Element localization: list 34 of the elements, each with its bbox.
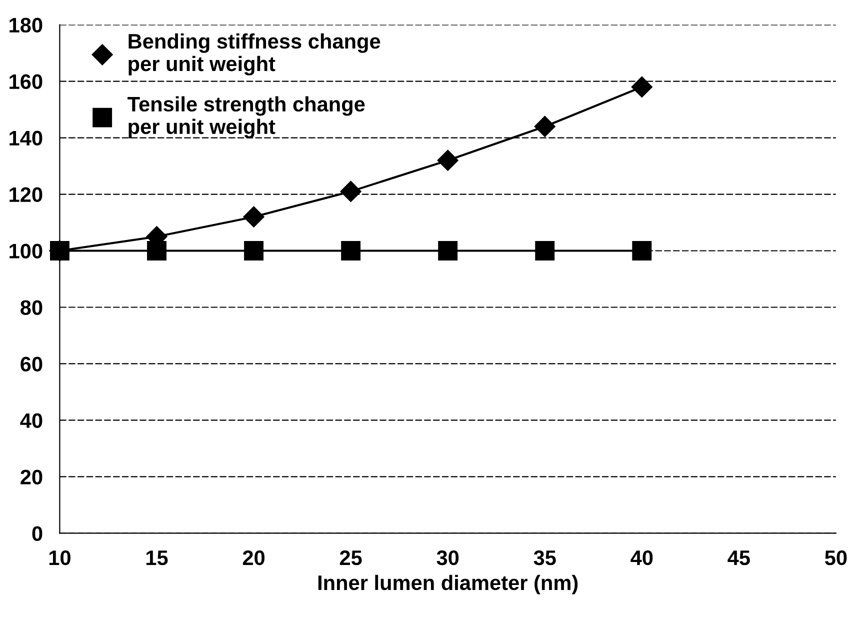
y-tick-label: 180: [10, 18, 42, 33]
x-tick-label: 45: [728, 550, 750, 566]
x-tick-label: 40: [630, 550, 653, 566]
y-tick-label: 160: [10, 74, 42, 90]
x-tick-label: 50: [824, 550, 847, 566]
x-tick-label: 25: [340, 550, 362, 566]
point: [534, 116, 556, 137]
point: [438, 241, 458, 260]
y-tick-label: 40: [20, 413, 42, 428]
point: [632, 241, 652, 260]
point: [147, 241, 166, 260]
y-tick-label: 120: [10, 187, 42, 202]
y-tick-label: 20: [20, 470, 42, 484]
point: [340, 180, 362, 202]
point: [437, 150, 458, 171]
point: [535, 241, 555, 260]
point: [243, 206, 264, 228]
y-tick-label: 60: [20, 356, 42, 372]
legend-label: Tensile strength change per unit weight: [128, 96, 365, 138]
point: [50, 241, 70, 260]
x-tick-label: 10: [49, 550, 70, 566]
point: [341, 241, 361, 260]
y-tick-label: 140: [10, 130, 42, 146]
x-tick-label: 15: [146, 550, 168, 566]
x-tick-label: 20: [242, 550, 264, 566]
legend-label: Bending stiffness change per unit weight: [128, 33, 380, 76]
point: [244, 241, 264, 260]
x-tick-label: 30: [436, 550, 459, 566]
y-tick-label: 0: [32, 526, 42, 541]
point: [631, 76, 652, 98]
y-tick-label: 80: [20, 300, 42, 315]
x-tick-label: 35: [534, 550, 556, 566]
y-tick-label: 100: [10, 244, 42, 259]
x-axis-title: Inner lumen diameter (nm): [318, 574, 578, 594]
